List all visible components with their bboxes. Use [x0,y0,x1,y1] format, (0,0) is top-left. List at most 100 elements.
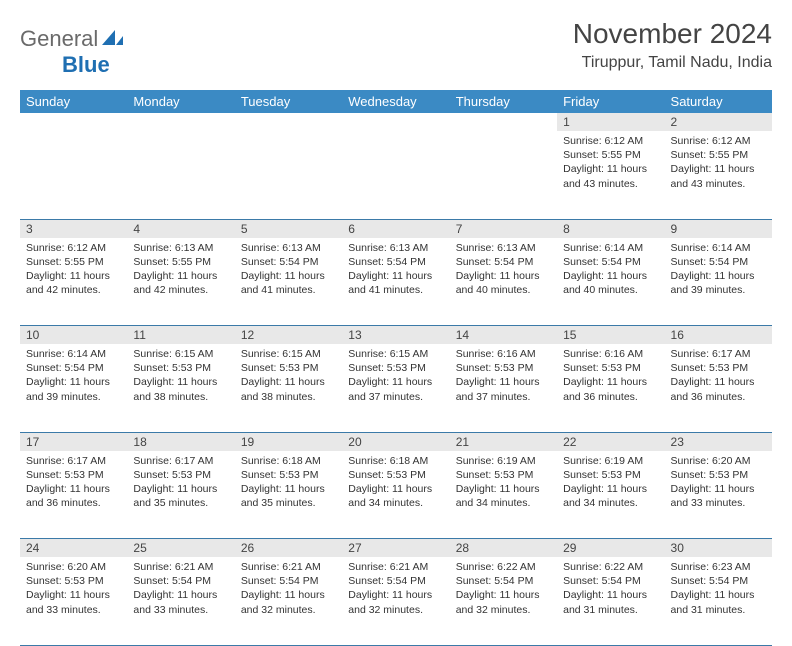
day-number-cell: 9 [665,219,772,238]
daylight-text: Daylight: 11 hours and 33 minutes. [133,588,228,616]
day-number-cell: 3 [20,219,127,238]
sunrise-text: Sunrise: 6:13 AM [241,241,336,255]
day-number-cell: 14 [450,326,557,345]
day-content-cell [450,131,557,219]
daylight-text: Daylight: 11 hours and 43 minutes. [563,162,658,190]
day-content-cell: Sunrise: 6:18 AMSunset: 5:53 PMDaylight:… [342,451,449,539]
calendar-table: Sunday Monday Tuesday Wednesday Thursday… [20,90,772,646]
content-row: Sunrise: 6:17 AMSunset: 5:53 PMDaylight:… [20,451,772,539]
day-number-cell: 1 [557,113,664,131]
sunset-text: Sunset: 5:55 PM [671,148,766,162]
day-number-cell: 25 [127,539,234,558]
day-number-cell: 11 [127,326,234,345]
day-content-cell: Sunrise: 6:17 AMSunset: 5:53 PMDaylight:… [20,451,127,539]
sunset-text: Sunset: 5:54 PM [671,255,766,269]
day-number-cell [20,113,127,131]
sunrise-text: Sunrise: 6:21 AM [241,560,336,574]
day-content-cell: Sunrise: 6:12 AMSunset: 5:55 PMDaylight:… [557,131,664,219]
daylight-text: Daylight: 11 hours and 38 minutes. [241,375,336,403]
daynum-row: 242526 27 28 29 30 [20,539,772,558]
day-content-cell: Sunrise: 6:19 AMSunset: 5:53 PMDaylight:… [450,451,557,539]
day-number: 9 [671,222,678,236]
day-number-cell: 13 [342,326,449,345]
day-number: 6 [348,222,355,236]
day-number-cell: 24 [20,539,127,558]
daylight-text: Daylight: 11 hours and 32 minutes. [456,588,551,616]
daynum-row: 10111213141516 [20,326,772,345]
day-content-cell [342,131,449,219]
day-number: 30 [671,541,684,555]
brand-part1: General [20,26,98,52]
day-number-cell: 6 [342,219,449,238]
sunrise-text: Sunrise: 6:17 AM [26,454,121,468]
sunrise-text: Sunrise: 6:14 AM [671,241,766,255]
sunset-text: Sunset: 5:54 PM [241,255,336,269]
daylight-text: Daylight: 11 hours and 39 minutes. [26,375,121,403]
day-number: 14 [456,328,469,342]
day-number: 11 [133,328,145,342]
daylight-text: Daylight: 11 hours and 34 minutes. [456,482,551,510]
sunset-text: Sunset: 5:53 PM [26,468,121,482]
daynum-row: 3456789 [20,219,772,238]
day-number: 17 [26,435,39,449]
day-header: Saturday [665,90,772,113]
day-header: Tuesday [235,90,342,113]
day-content-cell: Sunrise: 6:20 AMSunset: 5:53 PMDaylight:… [20,557,127,645]
sunset-text: Sunset: 5:53 PM [563,468,658,482]
day-content-cell: Sunrise: 6:19 AMSunset: 5:53 PMDaylight:… [557,451,664,539]
sunrise-text: Sunrise: 6:19 AM [456,454,551,468]
day-number-cell [127,113,234,131]
day-number-cell [450,113,557,131]
day-content-cell [127,131,234,219]
day-number: 19 [241,435,254,449]
day-number-cell: 7 [450,219,557,238]
day-number: 2 [671,115,678,129]
day-content-cell: Sunrise: 6:13 AMSunset: 5:54 PMDaylight:… [450,238,557,326]
sunset-text: Sunset: 5:54 PM [241,574,336,588]
sunset-text: Sunset: 5:53 PM [671,468,766,482]
brand-sail-icon [102,28,124,51]
sunrise-text: Sunrise: 6:19 AM [563,454,658,468]
sunset-text: Sunset: 5:53 PM [241,468,336,482]
sunrise-text: Sunrise: 6:12 AM [671,134,766,148]
day-header: Wednesday [342,90,449,113]
sunset-text: Sunset: 5:55 PM [133,255,228,269]
sunset-text: Sunset: 5:54 PM [348,574,443,588]
sunrise-text: Sunrise: 6:17 AM [671,347,766,361]
day-number-cell: 12 [235,326,342,345]
title-block: November 2024 Tiruppur, Tamil Nadu, Indi… [573,18,772,72]
day-header-row: Sunday Monday Tuesday Wednesday Thursday… [20,90,772,113]
daylight-text: Daylight: 11 hours and 35 minutes. [133,482,228,510]
day-number-cell: 26 [235,539,342,558]
day-number-cell: 19 [235,432,342,451]
day-number: 27 [348,541,361,555]
day-content-cell: Sunrise: 6:14 AMSunset: 5:54 PMDaylight:… [665,238,772,326]
day-number: 1 [563,115,570,129]
sunrise-text: Sunrise: 6:18 AM [348,454,443,468]
sunrise-text: Sunrise: 6:15 AM [133,347,228,361]
day-number-cell [342,113,449,131]
content-row: Sunrise: 6:12 AMSunset: 5:55 PMDaylight:… [20,131,772,219]
day-number: 29 [563,541,576,555]
daylight-text: Daylight: 11 hours and 39 minutes. [671,269,766,297]
sunset-text: Sunset: 5:54 PM [456,255,551,269]
sunrise-text: Sunrise: 6:23 AM [671,560,766,574]
sunrise-text: Sunrise: 6:15 AM [348,347,443,361]
day-number-cell: 22 [557,432,664,451]
daylight-text: Daylight: 11 hours and 41 minutes. [348,269,443,297]
day-number-cell: 28 [450,539,557,558]
sunset-text: Sunset: 5:54 PM [563,255,658,269]
sunrise-text: Sunrise: 6:14 AM [26,347,121,361]
sunrise-text: Sunrise: 6:21 AM [348,560,443,574]
sunset-text: Sunset: 5:55 PM [26,255,121,269]
content-row: Sunrise: 6:14 AMSunset: 5:54 PMDaylight:… [20,344,772,432]
day-number: 20 [348,435,361,449]
sunset-text: Sunset: 5:55 PM [563,148,658,162]
sunrise-text: Sunrise: 6:20 AM [671,454,766,468]
day-number-cell: 16 [665,326,772,345]
sunset-text: Sunset: 5:53 PM [133,361,228,375]
day-content-cell: Sunrise: 6:12 AMSunset: 5:55 PMDaylight:… [665,131,772,219]
brand-part2: Blue [62,52,110,78]
day-content-cell: Sunrise: 6:21 AMSunset: 5:54 PMDaylight:… [235,557,342,645]
sunrise-text: Sunrise: 6:13 AM [133,241,228,255]
